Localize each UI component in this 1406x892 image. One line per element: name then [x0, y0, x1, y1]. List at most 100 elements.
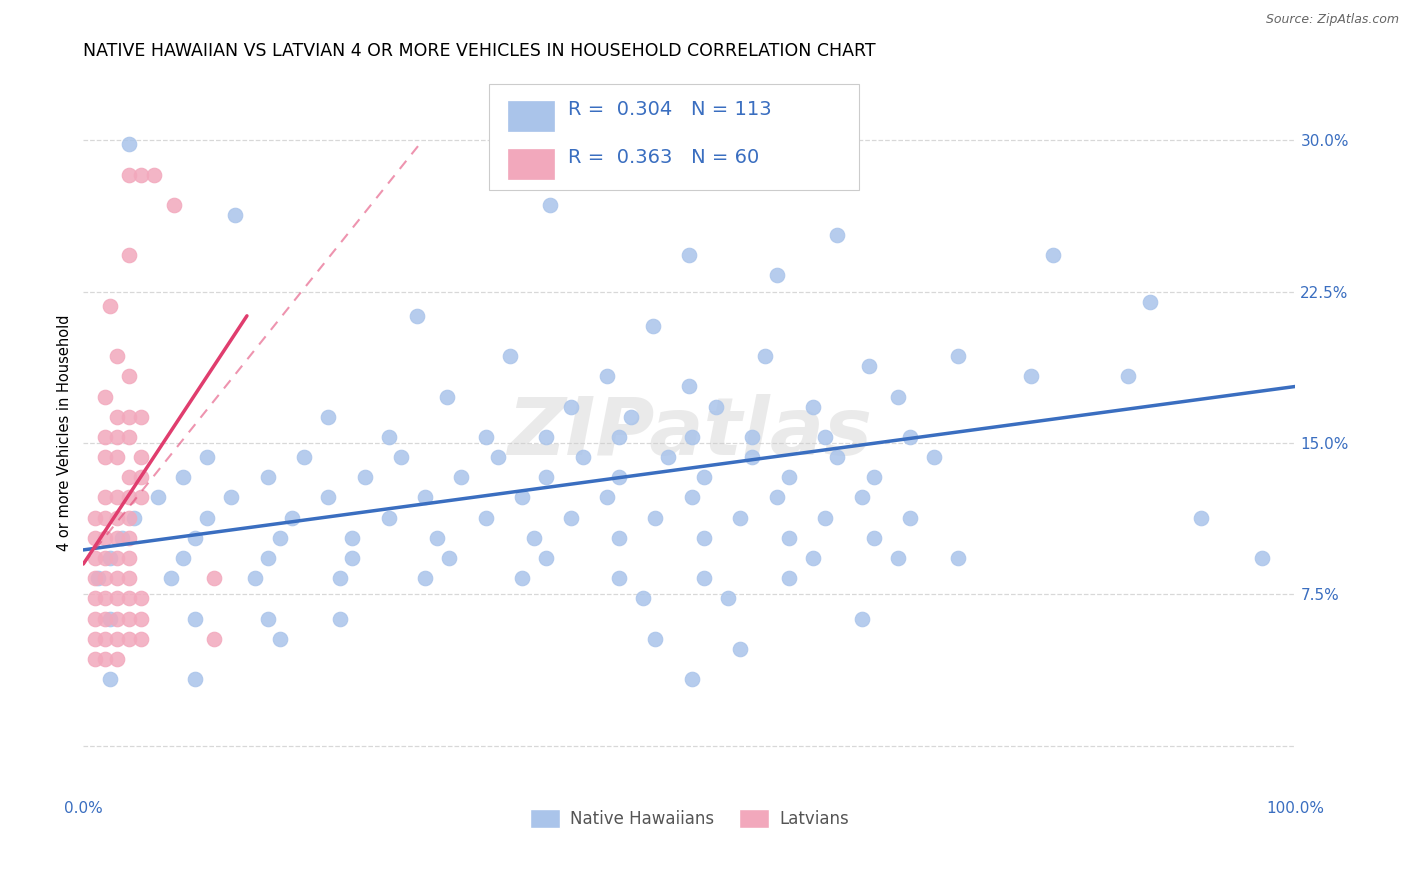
Point — [131, 470, 153, 484]
Point — [118, 531, 141, 545]
Point — [1019, 369, 1042, 384]
Point — [887, 551, 910, 566]
Point — [778, 470, 800, 484]
Point — [105, 632, 128, 646]
Point — [184, 672, 207, 686]
Point — [94, 632, 117, 646]
Point — [269, 632, 291, 646]
Point — [84, 591, 107, 606]
Point — [159, 571, 181, 585]
Point — [118, 248, 141, 262]
Point — [678, 379, 700, 393]
Point — [256, 551, 278, 566]
Point — [202, 571, 225, 585]
Point — [118, 409, 141, 424]
Point — [678, 248, 700, 262]
Point — [474, 510, 496, 524]
Point — [814, 510, 837, 524]
Point — [163, 198, 186, 212]
Text: Source: ZipAtlas.com: Source: ZipAtlas.com — [1265, 13, 1399, 27]
Point — [536, 551, 558, 566]
Point — [814, 430, 837, 444]
Point — [131, 632, 153, 646]
Point — [607, 531, 630, 545]
Point — [94, 430, 117, 444]
Point — [377, 510, 399, 524]
Point — [693, 531, 716, 545]
Point — [641, 318, 664, 333]
Point — [922, 450, 945, 464]
Point — [131, 591, 153, 606]
FancyBboxPatch shape — [508, 149, 554, 179]
Point — [118, 591, 141, 606]
Point — [1116, 369, 1139, 384]
Point — [644, 632, 666, 646]
Point — [426, 531, 449, 545]
Point — [560, 400, 582, 414]
Point — [84, 510, 107, 524]
Point — [342, 551, 364, 566]
Point — [1250, 551, 1272, 566]
Text: R =  0.304   N = 113: R = 0.304 N = 113 — [568, 100, 772, 119]
Point — [118, 510, 141, 524]
Point — [94, 551, 117, 566]
Point — [316, 409, 339, 424]
Point — [825, 228, 848, 243]
Point — [607, 571, 630, 585]
Point — [122, 510, 145, 524]
Point — [329, 611, 352, 625]
Point — [105, 409, 128, 424]
Point — [538, 198, 561, 212]
Point — [499, 349, 522, 363]
Point — [851, 611, 873, 625]
Point — [523, 531, 546, 545]
Point — [256, 611, 278, 625]
Point — [898, 430, 921, 444]
Point — [105, 430, 128, 444]
Point — [94, 652, 117, 666]
Point — [801, 400, 824, 414]
Point — [450, 470, 472, 484]
Point — [131, 168, 153, 182]
Point — [681, 430, 703, 444]
Point — [118, 470, 141, 484]
Point — [405, 309, 427, 323]
Text: NATIVE HAWAIIAN VS LATVIAN 4 OR MORE VEHICLES IN HOUSEHOLD CORRELATION CHART: NATIVE HAWAIIAN VS LATVIAN 4 OR MORE VEH… — [83, 42, 876, 60]
Point — [439, 551, 461, 566]
Point — [436, 390, 458, 404]
Point — [98, 299, 121, 313]
Point — [131, 409, 153, 424]
Point — [474, 430, 496, 444]
FancyBboxPatch shape — [489, 84, 859, 189]
Point — [596, 369, 619, 384]
Point — [596, 491, 619, 505]
Point — [105, 510, 128, 524]
Point — [256, 470, 278, 484]
Point — [105, 591, 128, 606]
Point — [607, 470, 630, 484]
Point — [184, 611, 207, 625]
Point — [281, 510, 304, 524]
Point — [219, 491, 242, 505]
Point — [98, 611, 121, 625]
Point — [94, 591, 117, 606]
Point — [118, 571, 141, 585]
Point — [607, 430, 630, 444]
Point — [131, 611, 153, 625]
Point — [741, 430, 763, 444]
Point — [862, 531, 884, 545]
Point — [105, 611, 128, 625]
Point — [292, 450, 315, 464]
Point — [571, 450, 593, 464]
Point — [131, 450, 153, 464]
Point — [353, 470, 375, 484]
Point — [413, 571, 436, 585]
Point — [98, 672, 121, 686]
Point — [94, 531, 117, 545]
Point — [105, 491, 128, 505]
Point — [693, 571, 716, 585]
Point — [778, 531, 800, 545]
Point — [84, 632, 107, 646]
Point — [202, 632, 225, 646]
Point — [94, 390, 117, 404]
